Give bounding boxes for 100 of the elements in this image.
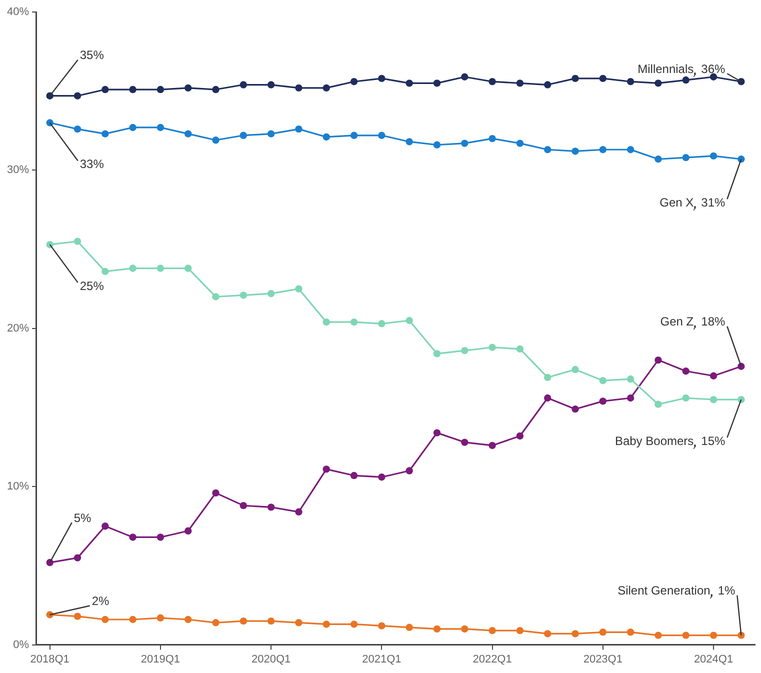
x-tick-label: 2023Q1 <box>583 653 622 666</box>
point <box>488 442 496 450</box>
point <box>488 626 496 634</box>
point <box>267 130 275 138</box>
point <box>406 80 413 87</box>
point <box>488 344 496 351</box>
point <box>350 472 358 480</box>
x-tick-label: 2019Q1 <box>140 653 180 666</box>
data-label: 33% <box>80 157 104 172</box>
point <box>156 534 164 541</box>
point <box>240 617 248 625</box>
point <box>212 293 220 300</box>
point <box>322 466 330 473</box>
data-label: 35% <box>80 48 104 62</box>
point <box>682 632 690 639</box>
point <box>378 622 386 630</box>
point <box>406 316 413 324</box>
point <box>654 356 662 364</box>
point <box>156 264 164 272</box>
x-tick-label: 2020Q1 <box>251 653 291 666</box>
point <box>433 350 441 358</box>
point <box>267 81 275 88</box>
x-tick-label: 2018Q1 <box>30 653 70 666</box>
point <box>406 624 413 631</box>
point <box>710 396 718 404</box>
point <box>626 375 634 383</box>
point <box>378 132 386 139</box>
point <box>350 318 358 326</box>
point <box>378 474 386 481</box>
point <box>129 264 136 272</box>
point <box>461 73 468 80</box>
data-label: 5% <box>74 510 92 525</box>
point <box>350 620 358 628</box>
point <box>433 429 441 436</box>
point <box>295 285 302 292</box>
point <box>240 292 248 299</box>
point <box>710 372 718 380</box>
point <box>710 632 718 639</box>
series-label: Millennials <box>638 62 694 76</box>
point <box>406 467 413 474</box>
point <box>102 86 109 94</box>
point <box>654 400 662 408</box>
point <box>184 130 192 138</box>
y-tick-label: 30% <box>6 164 30 176</box>
point <box>710 73 718 80</box>
data-label: 18% <box>701 314 726 329</box>
text: Gen X <box>660 195 694 210</box>
point <box>599 628 607 636</box>
point <box>295 125 302 133</box>
point <box>350 132 358 139</box>
point <box>599 377 607 384</box>
point <box>102 522 109 530</box>
point <box>654 632 662 639</box>
point <box>599 74 607 82</box>
point <box>599 146 607 154</box>
point <box>267 290 275 298</box>
point <box>184 616 192 624</box>
point <box>433 80 441 87</box>
data-label: 2% <box>92 594 110 608</box>
point <box>626 394 634 402</box>
point <box>710 152 718 160</box>
point <box>102 130 109 138</box>
point <box>74 92 82 100</box>
point <box>626 628 634 636</box>
point <box>544 394 552 402</box>
point <box>350 78 358 86</box>
point <box>599 398 607 405</box>
data-label: 1% <box>718 584 736 598</box>
point <box>212 489 220 497</box>
point <box>626 146 634 154</box>
point <box>156 614 164 622</box>
point <box>129 124 136 132</box>
y-tick-label: 40% <box>6 6 30 18</box>
point <box>267 504 275 511</box>
point <box>156 124 164 132</box>
point <box>654 156 662 163</box>
point <box>461 346 468 354</box>
point <box>74 554 82 562</box>
point <box>572 148 579 155</box>
point <box>240 81 248 88</box>
point <box>322 318 330 326</box>
y-tick-label: 0% <box>13 638 30 651</box>
point <box>682 154 690 162</box>
point <box>516 80 524 87</box>
point <box>295 508 302 516</box>
point <box>184 84 192 92</box>
point <box>488 134 496 142</box>
point <box>433 141 441 148</box>
point <box>461 140 468 147</box>
point <box>184 527 192 534</box>
point <box>267 617 275 625</box>
point <box>544 146 552 154</box>
point <box>74 238 82 245</box>
point <box>572 74 579 82</box>
point <box>572 405 579 413</box>
y-tick-label: 20% <box>6 322 30 334</box>
text: Gen Z <box>660 314 694 329</box>
point <box>378 320 386 328</box>
point <box>544 81 552 88</box>
point <box>654 80 662 87</box>
